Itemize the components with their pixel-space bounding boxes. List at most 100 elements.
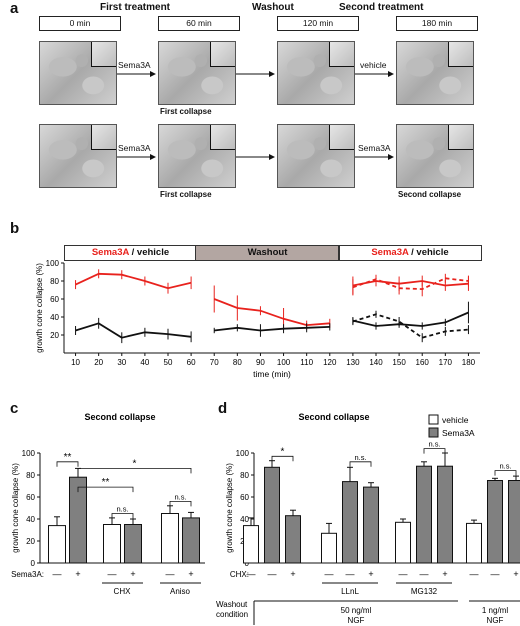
significance-label: n.s.	[174, 492, 186, 501]
timepoint-box-120: 120 min	[277, 16, 359, 31]
y-tick-label: 100	[236, 449, 250, 458]
bar	[487, 480, 503, 564]
sign-label: —	[166, 569, 175, 579]
row1-treat1-label: Sema3A	[118, 60, 151, 70]
y-tick-label: 80	[26, 471, 35, 480]
significance-bracket	[111, 513, 134, 519]
bar	[508, 480, 520, 564]
condition-label: NGF	[487, 616, 504, 625]
significance-label: **	[102, 477, 110, 488]
sign-label: +	[368, 569, 373, 579]
bar	[264, 466, 280, 564]
sign-label: +	[513, 569, 518, 579]
timepoint-box-180: 180 min	[396, 16, 478, 31]
bar-right-vehicle: / vehicle	[408, 247, 449, 258]
significance-bracket	[77, 486, 134, 493]
legend-swatch-sema	[428, 427, 439, 438]
significance-bracket	[169, 501, 192, 507]
chart-title: Second collapse	[84, 412, 155, 422]
significance-bracket	[494, 470, 517, 476]
row2-treat1-label: Sema3A	[118, 143, 151, 153]
significance-label: n.s.	[428, 440, 440, 449]
bar	[395, 521, 411, 564]
y-tick-label: 60	[50, 295, 59, 304]
y-tick-label: 40	[240, 515, 249, 524]
bar-washout-label: Washout	[247, 247, 288, 258]
legend-label-vehicle: vehicle	[442, 415, 469, 425]
group-label: Aniso	[170, 587, 191, 596]
micrograph-row1-120min	[277, 41, 355, 105]
micrograph-row2-120min	[277, 124, 355, 188]
significance-bracket	[423, 448, 446, 454]
row2-caption-second: Second collapse	[398, 190, 462, 199]
sema-row-label: Sema3A:	[11, 570, 44, 579]
sign-label: +	[75, 569, 80, 579]
sign-label: —	[53, 569, 62, 579]
header-second-treatment: Second treatment	[339, 2, 424, 13]
chx-row-label: CHX:	[230, 570, 249, 579]
x-tick-label: 170	[439, 358, 453, 367]
significance-label: **	[64, 452, 72, 463]
panel-b-label: b	[10, 220, 20, 237]
washout-label-line2: condition	[216, 610, 248, 619]
panel-d-label: d	[218, 400, 228, 417]
timepoint-box-60: 60 min	[158, 16, 240, 31]
sign-label: —	[470, 569, 479, 579]
condition-label: 50 ng/ml	[341, 606, 372, 615]
condition-label: 1 ng/ml	[482, 606, 508, 615]
x-tick-label: 130	[346, 358, 360, 367]
x-tick-label: 180	[462, 358, 476, 367]
significance-bracket	[77, 468, 192, 474]
legend-label-sema: Sema3A	[442, 428, 475, 438]
bar	[69, 476, 87, 564]
y-axis-title: growth cone collapse (%)	[225, 463, 234, 553]
x-tick-label: 120	[323, 358, 337, 367]
bar	[161, 513, 179, 564]
bar	[363, 486, 379, 564]
micrograph-row2-60min	[158, 124, 236, 188]
chart-b: 20 40 60 80 100 10 20 30 40 50 60 70 80 90 100 110 120 13…	[35, 259, 480, 379]
sign-label: +	[188, 569, 193, 579]
sign-label: —	[108, 569, 117, 579]
x-tick-label: 160	[416, 358, 430, 367]
bar	[103, 524, 121, 564]
x-tick-label: 100	[277, 358, 291, 367]
row2-caption-first: First collapse	[160, 190, 212, 199]
chart-title: Second collapse	[298, 412, 369, 422]
bar	[342, 481, 358, 564]
panel-a-arrows	[117, 71, 394, 160]
significance-label: *	[281, 446, 285, 457]
x-tick-label: 10	[71, 358, 80, 367]
series-line	[352, 277, 469, 291]
bar	[437, 465, 453, 564]
bar	[416, 465, 432, 564]
x-tick-label: 50	[164, 358, 173, 367]
y-tick-label: 80	[50, 277, 59, 286]
timepoint-box-0: 0 min	[39, 16, 121, 31]
x-tick-label: 80	[233, 358, 242, 367]
condition-label: NGF	[348, 616, 365, 625]
sign-label: +	[290, 569, 295, 579]
x-tick-label: 140	[369, 358, 383, 367]
bar	[243, 525, 259, 564]
group-label: CHX	[114, 587, 132, 596]
bar-right-sema: Sema3A	[371, 247, 409, 258]
significance-label: n.s.	[116, 505, 128, 514]
y-tick-label: 0	[31, 559, 36, 568]
row2-treat2-label: Sema3A	[358, 143, 391, 153]
sign-label: +	[130, 569, 135, 579]
sign-label: —	[399, 569, 408, 579]
x-axis-title: time (min)	[253, 369, 291, 379]
condition-bar-right: Sema3A / vehicle	[338, 245, 482, 261]
bar	[124, 524, 142, 564]
group-label: MG132	[411, 587, 438, 596]
washout-label-line1: Washout	[216, 600, 248, 609]
x-tick-label: 30	[117, 358, 126, 367]
x-tick-label: 70	[210, 358, 219, 367]
bar	[285, 515, 301, 564]
inset-zoom	[91, 42, 116, 67]
y-tick-label: 40	[26, 515, 35, 524]
significance-bracket	[56, 461, 79, 467]
